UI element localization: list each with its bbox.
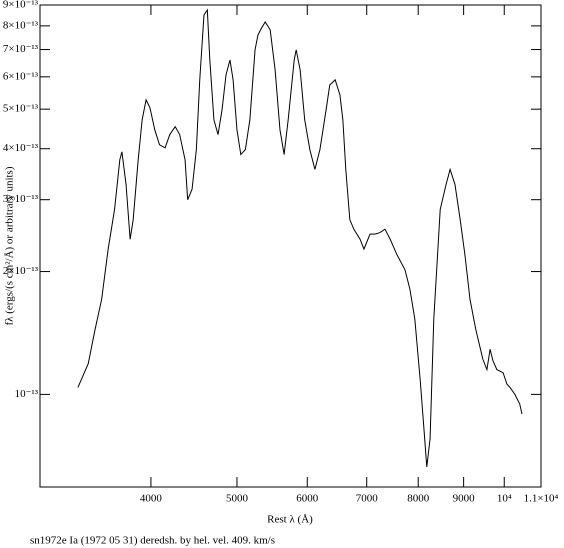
plot-frame bbox=[39, 4, 542, 488]
y-tick-label: 4×10⁻¹³ bbox=[3, 142, 39, 154]
spectrum-line bbox=[77, 8, 523, 468]
y-tick-label: 9×10⁻¹³ bbox=[3, 0, 39, 11]
x-tick-label: 8000 bbox=[407, 493, 430, 505]
y-tick-label: 3×10⁻¹³ bbox=[3, 193, 39, 205]
x-tick-label: 1.1×10⁴ bbox=[524, 493, 559, 505]
y-tick-label: 5×10⁻¹³ bbox=[3, 103, 39, 115]
x-tick-label: 10⁴ bbox=[497, 493, 512, 505]
y-tick-label: 8×10⁻¹³ bbox=[3, 19, 39, 31]
y-tick-label: 7×10⁻¹³ bbox=[3, 43, 39, 55]
x-tick-label: 9000 bbox=[453, 493, 476, 505]
x-axis-label: Rest λ (Å) bbox=[267, 514, 313, 526]
caption: sn1972e Ia (1972 05 31) deredsh. by hel.… bbox=[30, 535, 275, 547]
y-tick-label: 2×10⁻¹³ bbox=[3, 265, 39, 277]
x-tick-label: 7000 bbox=[356, 493, 379, 505]
x-tick-label: 4000 bbox=[140, 493, 163, 505]
x-tick-label: 6000 bbox=[296, 493, 319, 505]
y-axis-label: fλ (ergs/(s cm²/Å) or arbitrary units) bbox=[4, 166, 16, 325]
x-tick-label: 5000 bbox=[226, 493, 249, 505]
y-tick-label: 6×10⁻¹³ bbox=[3, 70, 39, 82]
y-tick-label: 10⁻¹³ bbox=[15, 388, 39, 400]
